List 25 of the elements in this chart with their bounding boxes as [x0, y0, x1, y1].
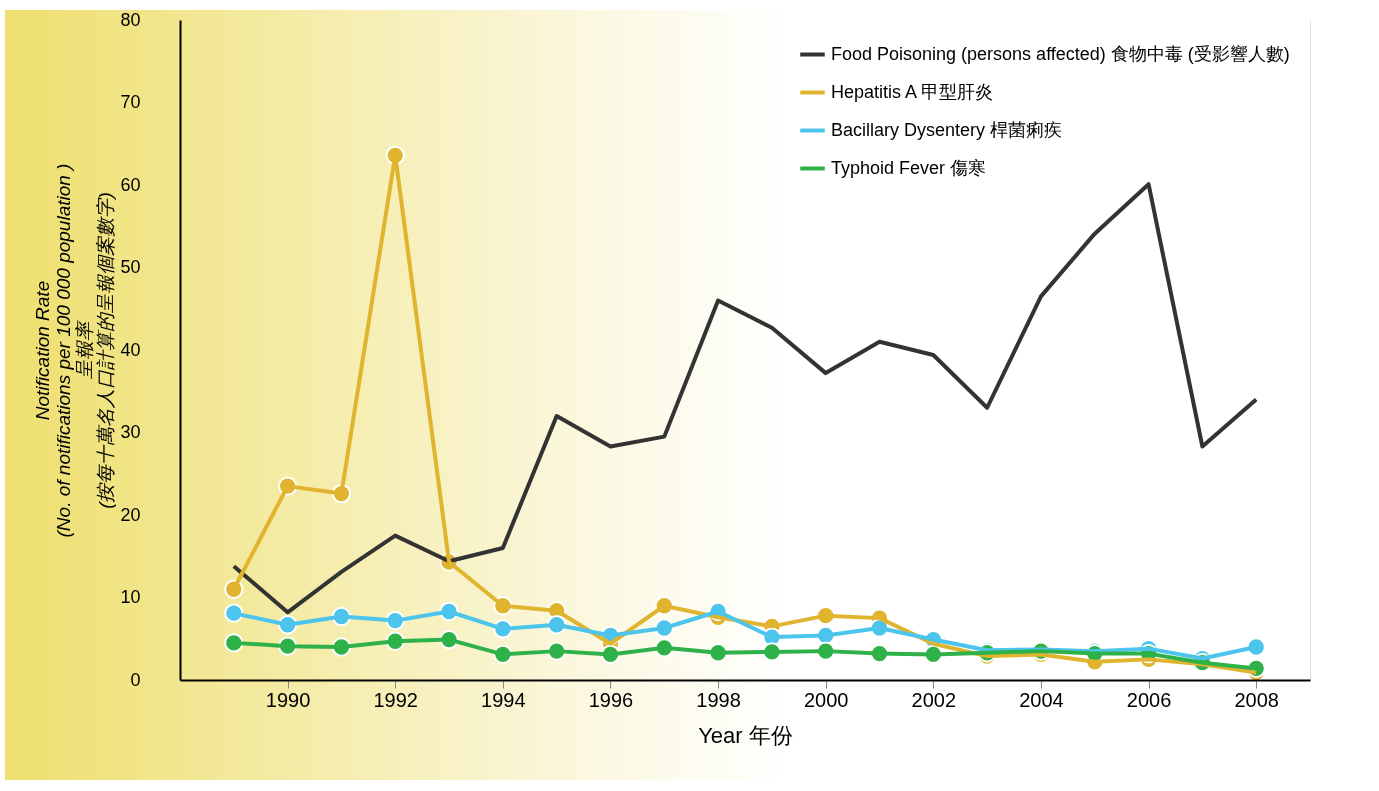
- y-tick-label: 20: [120, 504, 141, 525]
- x-tick-label: 1996: [588, 688, 634, 711]
- x-tick-label: 2002: [911, 688, 957, 711]
- y-tick-label: 10: [120, 587, 141, 607]
- x-tick-label: 1990: [265, 688, 311, 711]
- legend-label: Typhoid Fever 傷寒: [831, 157, 987, 178]
- x-tick-label: 2008: [1234, 688, 1279, 711]
- x-tick-label: 2000: [803, 688, 849, 711]
- x-tick-label: 1992: [373, 688, 418, 711]
- x-tick-label: 1998: [696, 688, 741, 711]
- x-tick-label: 1994: [481, 688, 526, 711]
- y-tick-label: 60: [120, 174, 141, 195]
- x-tick-label: 2006: [1126, 688, 1172, 711]
- legend-label: Bacillary Dysentery 桿菌痢疾: [831, 119, 1063, 140]
- x-axis-title: Year 年份: [698, 722, 793, 748]
- x-tick-label: 2004: [1019, 688, 1064, 711]
- y-tick-label: 70: [120, 92, 141, 112]
- y-axis-title: Notification Rate (No. of notifications per 100 000 population ) 呈報率 (按每十萬名人口計算的呈報個案數字): [32, 163, 117, 538]
- y-tick-label: 40: [120, 339, 141, 360]
- legend-label: Food Poisoning (persons affected) 食物中毒 (受影響人數): [831, 43, 1290, 64]
- y-tick-label: 0: [130, 669, 141, 690]
- legend-label: Hepatitis A 甲型肝炎: [831, 81, 994, 102]
- y-tick-label: 50: [120, 257, 141, 277]
- y-tick-label: 80: [120, 9, 141, 30]
- y-tick-label: 30: [120, 422, 141, 442]
